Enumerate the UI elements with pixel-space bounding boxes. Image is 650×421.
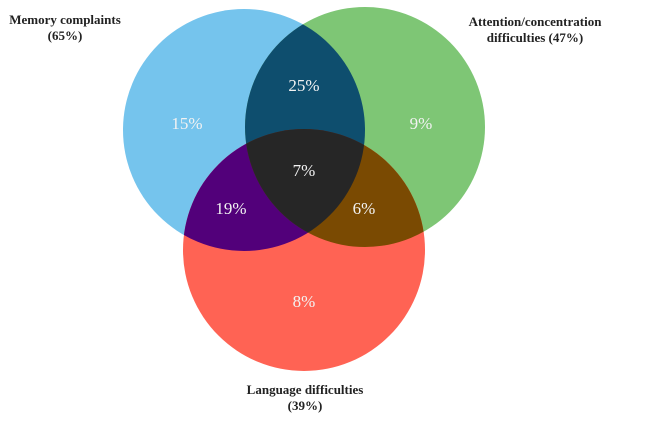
overlap-region	[245, 129, 365, 247]
region-value: 8%	[293, 292, 316, 311]
set-value: (65%)	[47, 28, 83, 43]
region-value: 19%	[215, 199, 246, 218]
set-label: Attention/concentration difficulties (47…	[440, 14, 630, 46]
set-value: (47%)	[548, 30, 584, 45]
region-value: 7%	[293, 161, 316, 180]
region-value: 25%	[288, 76, 319, 95]
set-value: (39%)	[287, 398, 323, 413]
set-name: Memory complaints	[9, 12, 121, 27]
region-value: 15%	[171, 114, 202, 133]
set-name: Attention/concentration difficulties	[468, 14, 602, 45]
region-value: 9%	[410, 114, 433, 133]
set-name: Language difficulties	[246, 382, 364, 397]
region-value: 6%	[353, 199, 376, 218]
overlap-clip	[245, 129, 365, 247]
set-label: Memory complaints (65%)	[0, 12, 130, 44]
set-label: Language difficulties (39%)	[200, 382, 410, 414]
